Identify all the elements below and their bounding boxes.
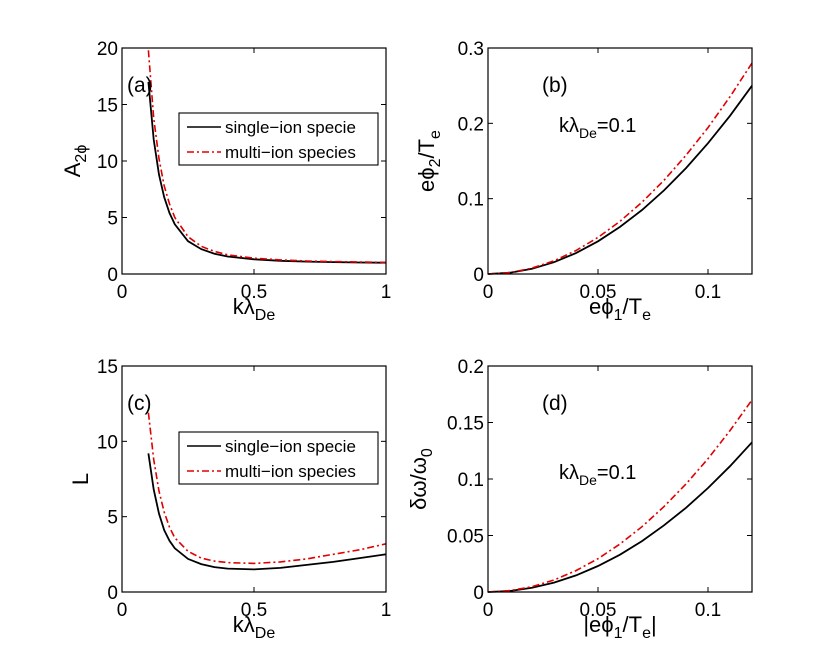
panel-label: (d) [542,392,568,415]
series-single-ion-line [147,81,387,264]
y-tick-label: 0.1 [458,190,484,211]
series-multi-ion-line [487,62,753,275]
panel-b: 0 0.05 0.1 0 0.1 0.2 0.3 (b) eϕ1/Te eϕ2/Te kλDe=0.… [414,39,753,324]
series-single-ion-line [147,453,387,571]
y-tick-label: 10 [97,432,118,453]
y-tick-label: 5 [107,508,118,529]
legend-label-multi-ion: multi−ion species [225,143,356,162]
legend-label-multi-ion: multi−ion species [225,462,356,481]
series-multi-ion-line [147,50,387,264]
series-single-ion-line [487,441,753,593]
series-multi-ion-line [487,399,753,593]
x-tick-label: 0 [117,600,128,621]
x-tick-label: 1 [381,282,392,303]
y-tick-label: 20 [97,39,118,60]
y-tick-label: 0.2 [458,357,484,378]
x-tick-label: 0 [117,282,128,303]
x-tick-label: 0.1 [695,282,721,303]
x-tick-label: 0.5 [241,600,267,621]
x-axis-label: kλDe [233,612,276,642]
y-tick-label: 0 [107,265,118,286]
x-axis-label: kλDe [233,294,276,324]
panel-label: (b) [542,74,568,97]
series-single-ion-line [487,85,753,275]
panel-label: (c) [127,392,152,415]
annotation-klambda: kλDe=0.1 [559,462,636,488]
panel-d: 0 0.05 0.1 0 0.05 0.1 0.15 0.2 (d) |eϕ1/Te| δω/ω0 k… [406,357,753,642]
y-tick-label: 0 [107,583,118,604]
x-tick-label: 0 [483,282,494,303]
y-tick-label: 0.15 [447,414,484,435]
y-tick-label: 15 [97,96,118,117]
y-tick-label: 0 [473,265,484,286]
panel-label: (a) [127,74,153,97]
legend: single−ion specie multi−ion species [178,431,379,485]
axes-frame [487,47,753,275]
x-tick-label: 0.1 [695,600,721,621]
legend-label-single-ion: single−ion specie [225,118,356,137]
legend-label-single-ion: single−ion specie [225,437,356,456]
annotation-klambda: kλDe=0.1 [559,115,636,141]
y-tick-label: 15 [97,357,118,378]
x-tick-label: 0 [483,600,494,621]
y-axis-label: L [68,473,93,485]
y-tick-label: 5 [107,209,118,230]
y-axis-label: eϕ2/Te [414,130,444,192]
x-axis-label: eϕ1/Te [589,294,651,324]
legend: single−ion specie multi−ion species [178,112,379,166]
y-tick-label: 0.2 [458,114,484,135]
y-tick-label: 0.05 [447,527,484,548]
x-tick-label: 1 [381,600,392,621]
legend-box [178,431,379,485]
x-tick-label: 0.05 [580,282,617,303]
y-tick-label: 0.3 [458,39,484,60]
y-axis-label: δω/ω0 [406,448,436,510]
y-tick-label: 10 [97,152,118,173]
y-tick-label: 0.1 [458,470,484,491]
x-tick-label: 0.05 [580,600,617,621]
series-multi-ion-line [147,412,387,565]
x-axis-label: |eϕ1/Te| [583,612,656,642]
x-tick-label: 0.5 [241,282,267,303]
legend-box [178,112,379,166]
y-tick-label: 0 [473,583,484,604]
y-axis-label: A2ϕ [60,145,90,178]
